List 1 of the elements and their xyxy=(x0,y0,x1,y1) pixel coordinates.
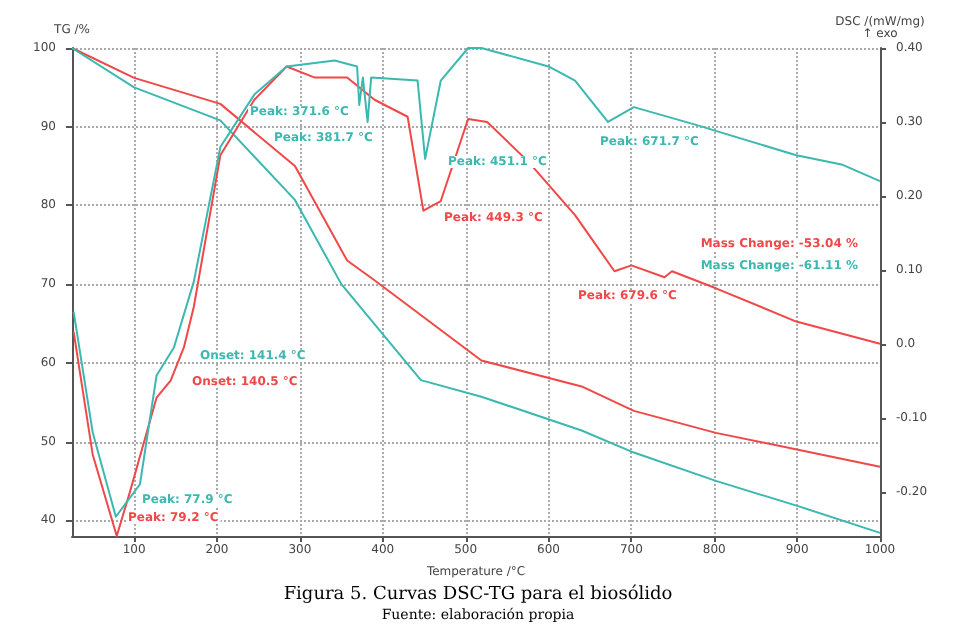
text: Figura 5. Curvas DSC-TG para el biosólido xyxy=(283,583,673,605)
